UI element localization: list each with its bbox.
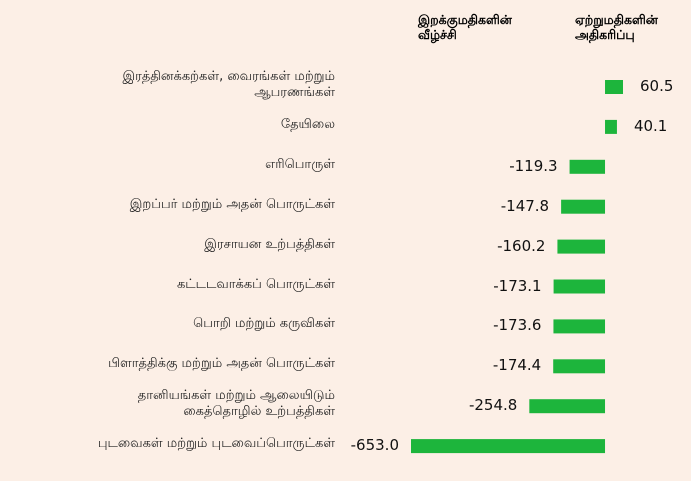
value-label: -160.2: [497, 236, 546, 255]
category-label: பிளாத்திக்கு மற்றும் அதன் பொருட்கள்: [108, 356, 335, 372]
value-label: -147.8: [500, 196, 550, 215]
category-label: தானியங்கள் மற்றும் ஆலையிடும் கைத்தொழில் …: [137, 388, 335, 420]
category-label: இரத்தினக்கற்கள், வைரங்கள் மற்றும் ஆபரணங்…: [122, 69, 335, 100]
value-label: -119.3: [509, 156, 558, 175]
value-label: -174.4: [492, 356, 542, 375]
bar: [529, 399, 606, 414]
header: ஏற்றுமதிகளின் அதிகரிப்பு: [575, 12, 658, 42]
category-label: புடவைகள் மற்றும் புடவைப்பொருட்கள்: [97, 436, 335, 452]
bar: [557, 239, 606, 254]
category-label: எரிபொருள்: [265, 156, 335, 172]
value-label: -173.1: [493, 276, 542, 295]
category-label: கட்டடவாக்கப் பொருட்கள்: [176, 276, 335, 292]
header: இறக்குமதிகளின் வீழ்ச்சி: [418, 12, 512, 42]
value-label: 60.5: [640, 77, 674, 95]
category-label: தேயிலை: [280, 116, 335, 132]
category-label: இரசாயன உற்பத்திகள்: [204, 236, 335, 252]
category-label: இறப்பர் மற்றும் அதன் பொருட்கள்: [129, 196, 335, 212]
value-label: -173.6: [493, 316, 542, 335]
bar: [605, 119, 617, 134]
bar: [411, 439, 606, 454]
bar: [561, 199, 606, 214]
value-label: -254.8: [468, 396, 518, 415]
value-label: -653.0: [350, 436, 399, 455]
bar: [605, 80, 623, 94]
bar: [553, 359, 606, 374]
bar: [553, 279, 606, 294]
category-label: பொறி மற்றும் கருவிகள்: [193, 316, 335, 332]
value-label: 40.1: [633, 116, 668, 135]
bar: [569, 159, 606, 174]
bar: [553, 319, 606, 334]
